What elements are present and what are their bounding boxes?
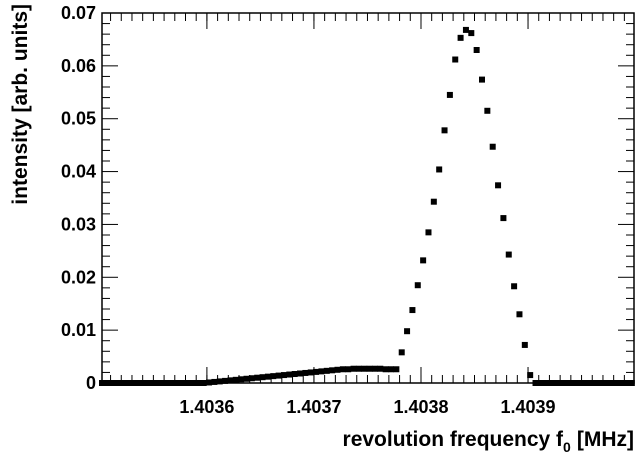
data-point — [329, 367, 336, 374]
data-point — [479, 76, 485, 83]
data-point — [248, 375, 255, 382]
x-tick-label: 1.4038 — [393, 397, 448, 417]
x-axis-title: revolution frequency f0 [MHz] — [343, 428, 634, 455]
data-point — [222, 377, 229, 384]
data-point — [302, 369, 309, 376]
data-point — [420, 257, 427, 264]
data-point — [388, 366, 395, 373]
x-axis-title-unit: [MHz] — [577, 428, 634, 451]
data-point — [366, 365, 373, 372]
y-tick-label: 0.04 — [61, 162, 96, 182]
data-point — [238, 376, 245, 383]
data-point — [313, 368, 320, 375]
data-point — [243, 375, 250, 382]
y-tick-label: 0.02 — [61, 267, 96, 287]
data-point — [446, 91, 453, 98]
data-point — [286, 371, 293, 378]
data-point — [297, 370, 304, 377]
data-point — [280, 372, 287, 379]
axis-ticks — [102, 12, 634, 384]
data-point — [264, 373, 271, 380]
data-point — [254, 374, 261, 381]
data-point — [393, 366, 400, 373]
data-point — [211, 378, 218, 385]
data-point — [318, 368, 325, 375]
data-point — [291, 371, 298, 378]
data-point — [468, 30, 475, 37]
data-point — [521, 341, 528, 348]
x-axis-title-main: revolution frequency f — [343, 428, 565, 451]
data-point — [527, 372, 534, 379]
data-point — [409, 307, 416, 314]
data-point — [414, 282, 421, 289]
y-tick-label: 0.01 — [61, 320, 96, 340]
axis-tick-labels: 0 0.01 0.02 0.03 0.04 0.05 0.06 0.07 1.4036 1.403… — [61, 3, 556, 417]
data-point — [511, 283, 518, 290]
data-point — [275, 372, 282, 379]
data-point — [495, 182, 502, 189]
data-point — [441, 127, 448, 134]
data-point — [350, 365, 357, 372]
x-tick-label: 1.4039 — [500, 397, 555, 417]
y-axis-title: intensity [arb. units] — [9, 4, 32, 205]
data-point — [355, 365, 362, 372]
data-point — [227, 377, 234, 384]
data-point — [436, 166, 443, 173]
y-tick-label: 0.03 — [61, 214, 96, 234]
data-point — [345, 366, 352, 373]
data-point — [430, 198, 437, 205]
data-point — [216, 378, 223, 385]
data-point — [270, 373, 277, 380]
x-tick-label: 1.4036 — [179, 397, 234, 417]
data-point — [500, 215, 507, 222]
y-tick-label: 0.05 — [61, 109, 96, 129]
data-point — [377, 365, 384, 372]
data-point — [505, 251, 512, 258]
y-tick-label: 0 — [86, 373, 96, 393]
data-point — [307, 369, 314, 376]
y-tick-label: 0.06 — [61, 56, 96, 76]
data-point — [339, 366, 346, 373]
data-point — [425, 229, 432, 236]
data-point — [334, 366, 341, 373]
data-point — [404, 328, 411, 335]
x-axis-title-subscript: 0 — [563, 439, 571, 455]
data-point — [452, 56, 459, 63]
data-point — [259, 374, 266, 381]
x-tick-label: 1.4037 — [286, 397, 341, 417]
data-point — [489, 143, 496, 150]
y-tick-label: 0.07 — [61, 3, 96, 23]
data-point — [323, 367, 330, 374]
data-point — [516, 311, 523, 318]
data-point — [371, 365, 378, 372]
data-point — [462, 26, 469, 33]
plot-frame — [101, 12, 635, 384]
data-point — [457, 34, 464, 41]
data-point — [232, 376, 239, 383]
data-point — [361, 365, 368, 372]
data-point — [473, 47, 480, 53]
data-point — [484, 107, 491, 114]
data-point — [398, 349, 405, 356]
data-point — [382, 366, 389, 373]
